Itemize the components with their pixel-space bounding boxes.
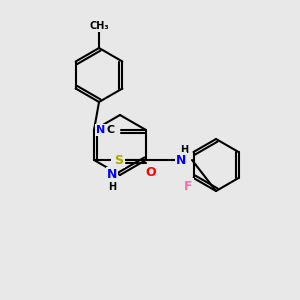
Text: N: N [107,169,117,182]
Text: O: O [113,154,123,166]
Text: N: N [96,125,106,135]
Text: H: H [180,145,188,155]
Text: O: O [146,166,156,178]
Text: C: C [107,125,115,135]
Text: CH₃: CH₃ [89,21,109,31]
Text: H: H [108,182,116,192]
Text: N: N [176,154,186,166]
Text: F: F [184,179,193,193]
Text: S: S [115,154,124,166]
